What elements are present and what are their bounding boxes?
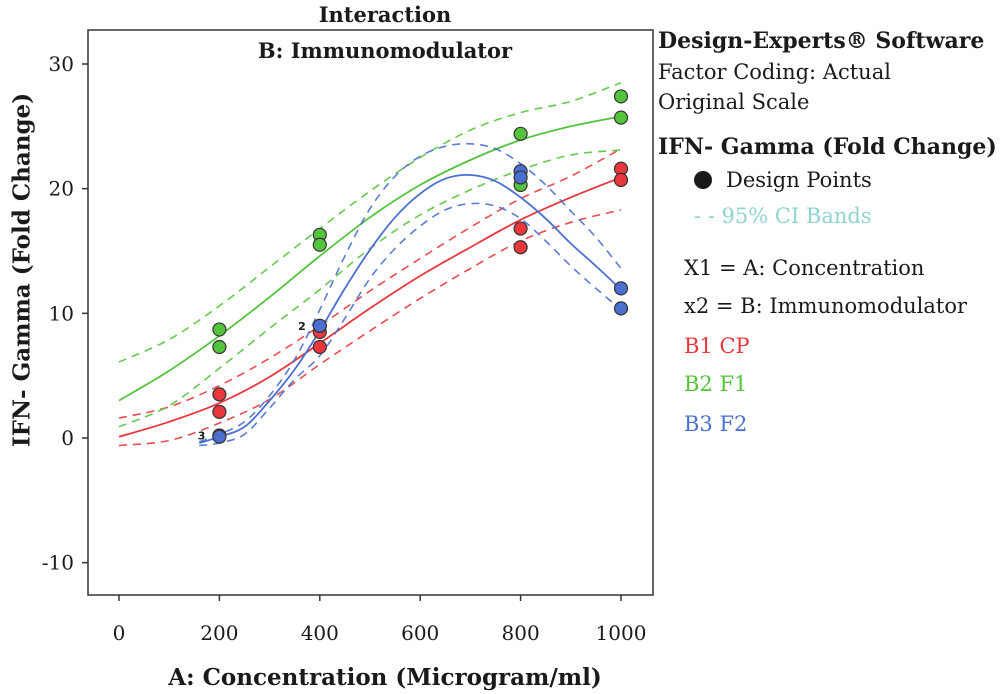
design-point-3 — [613, 281, 629, 296]
x-tick-label: 800 — [502, 621, 540, 645]
y-tick-label: 10 — [49, 301, 74, 325]
design-point-3 — [513, 170, 528, 185]
legend-x1: X1 = A: Concentration — [684, 256, 925, 280]
y-tick-label: 20 — [49, 177, 74, 201]
ci-upper-band-3 — [199, 142, 622, 443]
design-point-2 — [513, 126, 528, 141]
x-axis-label: A: Concentration (Microgram/ml) — [168, 664, 602, 691]
x-tick-label: 400 — [301, 621, 339, 645]
legend-x2: x2 = B: Immunomodulator — [684, 294, 968, 318]
legend-b2: B2 F1 — [684, 372, 748, 396]
design-point-1 — [312, 339, 327, 355]
x-tick-label: 0 — [113, 621, 126, 645]
x-tick-label: 600 — [401, 621, 439, 645]
y-tick-label: -10 — [42, 551, 74, 575]
point-count-label: 2 — [298, 320, 306, 333]
y-axis-label: IFN- Gamma (Fold Change) — [8, 92, 36, 448]
legend-b1: B1 CP — [684, 334, 750, 358]
legend-response: IFN- Gamma (Fold Change) — [658, 134, 997, 160]
design-point-3 — [212, 429, 227, 444]
legend-scale: Original Scale — [658, 90, 810, 114]
fit-line-1 — [118, 176, 622, 438]
y-tick-label: 0 — [61, 426, 74, 450]
legend-factor-coding: Factor Coding: Actual — [658, 60, 891, 84]
design-point-3 — [312, 318, 327, 333]
plot-frame — [87, 29, 654, 596]
chart-title: Interaction — [318, 2, 452, 27]
fit-line-2 — [118, 115, 622, 402]
ci-upper-band-1 — [118, 148, 622, 419]
design-point-2 — [613, 110, 629, 125]
legend-design-points-label: Design Points — [726, 168, 872, 192]
design-point-1 — [613, 172, 629, 188]
chart-subtitle: B: Immunomodulator — [257, 38, 513, 63]
legend-design-points: Design Points — [694, 170, 872, 191]
x-tick-label: 200 — [200, 621, 238, 645]
point-count-label: 3 — [198, 430, 206, 443]
ci-lower-band-1 — [118, 209, 622, 447]
legend-ci-bands: - - 95% CI Bands — [694, 204, 872, 228]
ci-lower-band-2 — [118, 149, 622, 428]
design-point-2 — [613, 89, 629, 104]
y-tick-label: 30 — [49, 52, 74, 76]
design-point-2 — [212, 339, 227, 355]
design-point-2 — [312, 237, 327, 252]
fit-line-3 — [199, 173, 622, 444]
design-point-1 — [513, 221, 528, 236]
design-point-1 — [212, 404, 227, 419]
design-point-icon — [694, 171, 712, 189]
design-point-1 — [513, 240, 528, 255]
x-tick-label: 1000 — [596, 621, 647, 645]
legend-software: Design-Experts® Software — [658, 28, 985, 54]
design-point-1 — [212, 387, 227, 402]
design-point-3 — [613, 301, 629, 316]
design-point-2 — [212, 322, 227, 337]
ci-upper-band-2 — [118, 81, 622, 363]
legend-b3: B3 F2 — [684, 412, 748, 436]
ci-lower-band-3 — [199, 202, 622, 447]
